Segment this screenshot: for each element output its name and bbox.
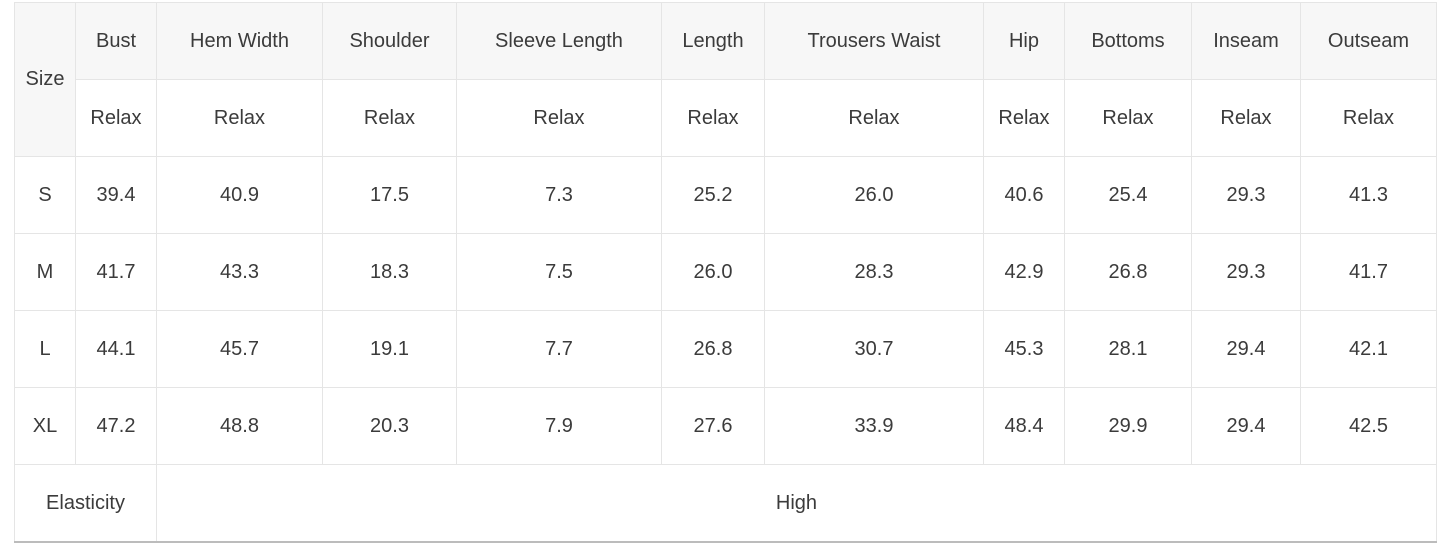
measurement-cell: 29.3 xyxy=(1191,233,1301,311)
measurement-cell: 26.8 xyxy=(1064,233,1192,311)
measurement-cell: 48.8 xyxy=(156,387,323,465)
measurement-cell: 48.4 xyxy=(983,387,1065,465)
elasticity-row: Elasticity High xyxy=(14,464,1437,543)
measurement-cell: 26.0 xyxy=(764,156,984,234)
elasticity-label: Elasticity xyxy=(14,464,157,543)
measurement-cell: 41.7 xyxy=(1300,233,1437,311)
measurement-cell: 7.3 xyxy=(456,156,662,234)
subheader-relax-outseam: Relax xyxy=(1300,79,1437,157)
measurement-cell: 45.3 xyxy=(983,310,1065,388)
subheader-relax-hem-width: Relax xyxy=(156,79,323,157)
measurement-cell: 29.9 xyxy=(1064,387,1192,465)
header-length: Length xyxy=(661,2,765,80)
measurement-cell: 29.4 xyxy=(1191,310,1301,388)
header-bottoms: Bottoms xyxy=(1064,2,1192,80)
measurement-cell: 41.7 xyxy=(75,233,157,311)
size-row-l: L 44.1 45.7 19.1 7.7 26.8 30.7 45.3 28.1… xyxy=(14,310,1437,388)
subheader-relax-inseam: Relax xyxy=(1191,79,1301,157)
measurement-cell: 7.9 xyxy=(456,387,662,465)
measurement-cell: 42.1 xyxy=(1300,310,1437,388)
elasticity-value: High xyxy=(156,464,1437,543)
header-sleeve-length: Sleeve Length xyxy=(456,2,662,80)
subheader-relax-sleeve-length: Relax xyxy=(456,79,662,157)
measurement-cell: 43.3 xyxy=(156,233,323,311)
size-label: XL xyxy=(14,387,76,465)
measurement-cell: 19.1 xyxy=(322,310,457,388)
measurement-cell: 17.5 xyxy=(322,156,457,234)
measurement-cell: 28.1 xyxy=(1064,310,1192,388)
header-inseam: Inseam xyxy=(1191,2,1301,80)
measurement-cell: 40.6 xyxy=(983,156,1065,234)
subheader-relax-bust: Relax xyxy=(75,79,157,157)
measurement-cell: 25.4 xyxy=(1064,156,1192,234)
header-hip: Hip xyxy=(983,2,1065,80)
measurement-cell: 42.9 xyxy=(983,233,1065,311)
header-trousers-waist: Trousers Waist xyxy=(764,2,984,80)
subheader-relax-bottoms: Relax xyxy=(1064,79,1192,157)
size-row-xl: XL 47.2 48.8 20.3 7.9 27.6 33.9 48.4 29.… xyxy=(14,387,1437,465)
size-row-s: S 39.4 40.9 17.5 7.3 25.2 26.0 40.6 25.4… xyxy=(14,156,1437,234)
header-outseam: Outseam xyxy=(1300,2,1437,80)
header-row-measurements: Size Bust Hem Width Shoulder Sleeve Leng… xyxy=(14,2,1437,157)
measurement-cell: 29.4 xyxy=(1191,387,1301,465)
measurement-cell: 33.9 xyxy=(764,387,984,465)
measurement-cell: 45.7 xyxy=(156,310,323,388)
subheader-relax-hip: Relax xyxy=(983,79,1065,157)
header-size: Size xyxy=(14,2,76,157)
header-row-relax: Relax Relax Relax Relax Relax Relax Rela… xyxy=(15,79,1437,157)
measurement-cell: 42.5 xyxy=(1300,387,1437,465)
size-label: M xyxy=(14,233,76,311)
measurement-cell: 44.1 xyxy=(75,310,157,388)
measurement-cell: 7.7 xyxy=(456,310,662,388)
measurement-cell: 25.2 xyxy=(661,156,765,234)
measurement-cell: 40.9 xyxy=(156,156,323,234)
size-label: L xyxy=(14,310,76,388)
measurement-cell: 39.4 xyxy=(75,156,157,234)
subheader-relax-shoulder: Relax xyxy=(322,79,457,157)
measurement-cell: 28.3 xyxy=(764,233,984,311)
measurement-cell: 18.3 xyxy=(322,233,457,311)
measurement-cell: 41.3 xyxy=(1300,156,1437,234)
measurement-cell: 29.3 xyxy=(1191,156,1301,234)
size-label: S xyxy=(14,156,76,234)
measurement-cell: 30.7 xyxy=(764,310,984,388)
size-chart-table: Size Bust Hem Width Shoulder Sleeve Leng… xyxy=(14,2,1437,543)
size-row-m: M 41.7 43.3 18.3 7.5 26.0 28.3 42.9 26.8… xyxy=(14,233,1437,311)
measurement-cell: 26.8 xyxy=(661,310,765,388)
subheader-relax-length: Relax xyxy=(661,79,765,157)
measurement-cell: 26.0 xyxy=(661,233,765,311)
measurement-cell: 27.6 xyxy=(661,387,765,465)
header-shoulder: Shoulder xyxy=(322,2,457,80)
measurement-cell: 47.2 xyxy=(75,387,157,465)
header-hem-width: Hem Width xyxy=(156,2,323,80)
header-bust: Bust xyxy=(75,2,157,80)
measurement-cell: 20.3 xyxy=(322,387,457,465)
subheader-relax-trousers-waist: Relax xyxy=(764,79,984,157)
measurement-cell: 7.5 xyxy=(456,233,662,311)
